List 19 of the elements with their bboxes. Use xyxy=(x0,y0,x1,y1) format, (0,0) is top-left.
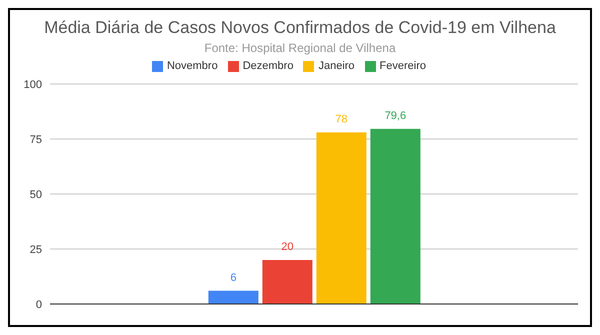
chart-subtitle: Fonte: Hospital Regional de Vilhena xyxy=(203,41,397,55)
y-tick-label: 75 xyxy=(30,134,42,146)
y-tick-label: 0 xyxy=(36,298,42,311)
legend-label: Novembro xyxy=(166,60,218,72)
data-label: 79,6 xyxy=(384,110,406,122)
legend-label: Dezembro xyxy=(242,60,294,72)
bar xyxy=(262,260,312,304)
legend-label: Janeiro xyxy=(318,60,355,72)
data-label: 20 xyxy=(281,241,294,253)
y-tick-label: 25 xyxy=(30,244,42,256)
data-label: 78 xyxy=(335,113,348,126)
bar xyxy=(316,132,366,304)
legend-label: Fevereiro xyxy=(380,60,426,72)
chart-title: Média Diária de Casos Novos Confirmados de Covid-19 em Vilhena xyxy=(43,17,557,38)
bar xyxy=(208,290,258,304)
y-tick-label: 100 xyxy=(24,78,42,91)
data-label: 6 xyxy=(230,272,236,284)
y-tick-label: 50 xyxy=(30,188,42,201)
bar xyxy=(370,128,420,304)
